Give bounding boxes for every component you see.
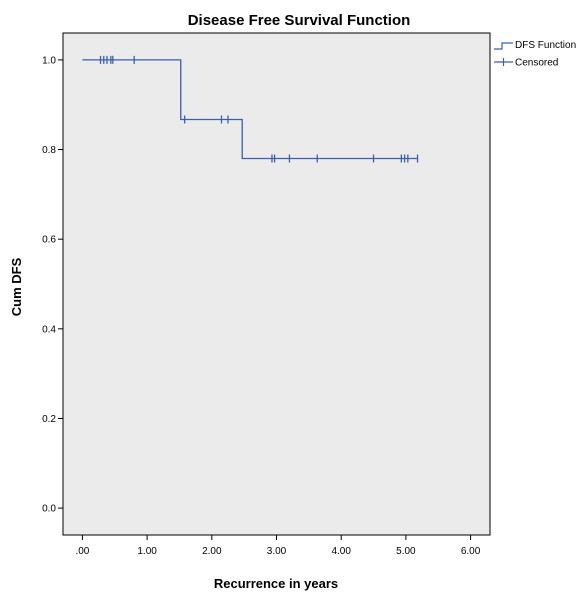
axes: .00 1.00 2.00 3.00 4.00 5.00 6.00 0.0 0.2 0.4 0.6 0…	[42, 55, 481, 557]
chart-title: Disease Free Survival Function	[188, 12, 411, 29]
y-tick-label: 0.4	[42, 324, 56, 335]
x-tick-label: 5.00	[396, 546, 416, 557]
y-tick-label: 0.8	[42, 145, 56, 156]
plot-area	[62, 32, 491, 536]
y-tick-label: 1.0	[42, 55, 56, 66]
legend-censored-label: Censored	[515, 58, 558, 69]
censor-layer	[99, 55, 419, 163]
x-tick-label: .00	[75, 546, 89, 557]
x-tick-label: 2.00	[202, 546, 222, 557]
x-tick-label: 1.00	[137, 546, 157, 557]
legend-dfs-swatch	[494, 42, 513, 50]
y-tick-label: 0.2	[42, 414, 56, 425]
x-tick-label: 6.00	[461, 546, 481, 557]
x-tick-label: 4.00	[331, 546, 351, 557]
x-tick-label: 3.00	[267, 546, 287, 557]
x-axis-title: Recurrence in years	[214, 576, 338, 591]
y-tick-label: 0.0	[42, 504, 56, 515]
y-axis-title: Cum DFS	[9, 257, 24, 316]
legend-dfs-label: DFS Function	[515, 40, 576, 51]
legend: DFS Function Censored	[494, 40, 576, 69]
y-tick-label: 0.6	[42, 235, 56, 246]
